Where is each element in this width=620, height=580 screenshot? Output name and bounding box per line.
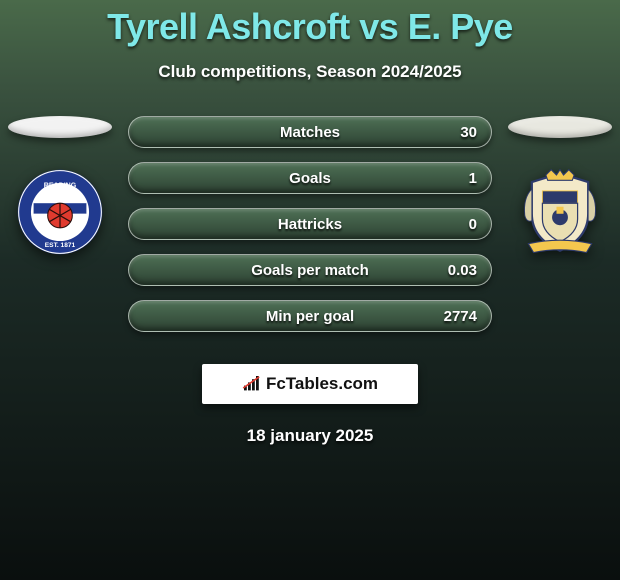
stat-right-value: 0 [469,216,477,233]
comparison-grid: READING EST. 1871 Matches 30 [0,116,620,346]
attribution-box: FcTables.com [202,364,418,404]
stat-right-value: 1 [469,170,477,187]
attribution-text: FcTables.com [266,374,378,394]
stat-right-value: 30 [460,124,477,141]
content: Tyrell Ashcroft vs E. Pye Club competiti… [0,0,620,446]
snapshot-date: 18 january 2025 [0,426,620,446]
stat-row-hattricks: Hattricks 0 [128,208,492,240]
stat-label: Hattricks [278,216,342,233]
subtitle: Club competitions, Season 2024/2025 [0,62,620,82]
stat-row-matches: Matches 30 [128,116,492,148]
stat-row-goals-per-match: Goals per match 0.03 [128,254,492,286]
stockport-crest-icon [516,168,604,256]
stat-label: Goals per match [251,262,369,279]
right-team-block [500,116,620,256]
stat-label: Goals [289,170,331,187]
stat-right-value: 2774 [444,308,477,325]
bars-icon [242,376,262,392]
svg-text:EST. 1871: EST. 1871 [45,242,76,249]
svg-text:READING: READING [44,182,77,189]
stat-row-goals: Goals 1 [128,162,492,194]
right-ellipse [508,116,612,138]
left-team-block: READING EST. 1871 [0,116,120,256]
stat-label: Min per goal [266,308,354,325]
stats-bars: Matches 30 Goals 1 Hattricks 0 Goals per… [120,116,500,346]
stat-label: Matches [280,124,340,141]
stat-right-value: 0.03 [448,262,477,279]
reading-crest-icon: READING EST. 1871 [16,168,104,256]
page-title: Tyrell Ashcroft vs E. Pye [0,0,620,48]
left-ellipse [8,116,112,138]
stat-row-min-per-goal: Min per goal 2774 [128,300,492,332]
